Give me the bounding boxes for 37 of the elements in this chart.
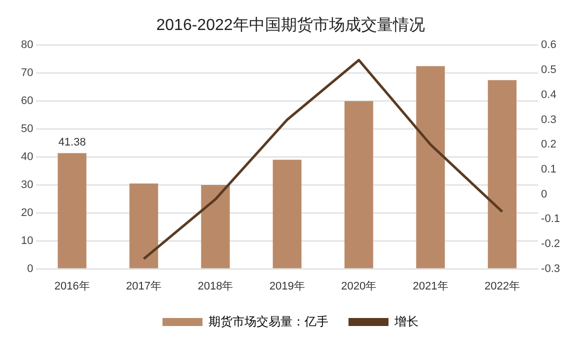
x-tick-label: 2019年 [269, 280, 305, 292]
y-tick-label: 0 [27, 262, 34, 275]
y-tick-label: 40 [20, 151, 34, 164]
y-tick-label: 20 [20, 206, 34, 219]
y2-tick-label: -0.2 [541, 238, 560, 250]
y2-tick-label: 0.2 [541, 138, 556, 151]
y-tick-label: 70 [20, 67, 34, 80]
x-tick-label: 2020年 [341, 280, 377, 292]
chart-title: 2016-2022年中国期货市场成交量情况 [156, 16, 425, 34]
bar [129, 184, 158, 268]
y-tick-label: 80 [20, 39, 34, 52]
y2-tick-label: 0 [541, 188, 548, 200]
bar [416, 66, 445, 268]
y2-tick-label: -0.1 [541, 213, 560, 226]
y-tick-label: 10 [20, 234, 34, 247]
y2-tick-label: 0.1 [541, 163, 556, 176]
y-tick-label: 30 [20, 178, 34, 191]
y2-tick-label: 0.6 [541, 39, 556, 52]
y-tick-label: 60 [20, 95, 34, 108]
y2-tick-label: -0.3 [541, 262, 560, 275]
y2-tick-label: 0.5 [541, 64, 556, 76]
x-tick-label: 2016年 [54, 280, 90, 292]
data-label: 41.38 [58, 136, 86, 149]
legend-label: 增长 [394, 314, 418, 328]
legend-label: 期货市场交易量：亿手 [208, 314, 328, 328]
bar [58, 153, 86, 268]
bar [272, 160, 302, 268]
y2-tick-label: 0.3 [541, 114, 556, 126]
y-tick-label: 50 [20, 123, 34, 136]
bar [488, 80, 517, 268]
bar [201, 184, 230, 268]
x-tick-label: 2018年 [198, 280, 234, 292]
x-tick-label: 2021年 [412, 280, 448, 292]
x-tick-label: 2022年 [484, 280, 520, 292]
x-tick-label: 2017年 [126, 280, 162, 292]
bar [344, 101, 374, 268]
y2-tick-label: 0.4 [541, 88, 556, 101]
